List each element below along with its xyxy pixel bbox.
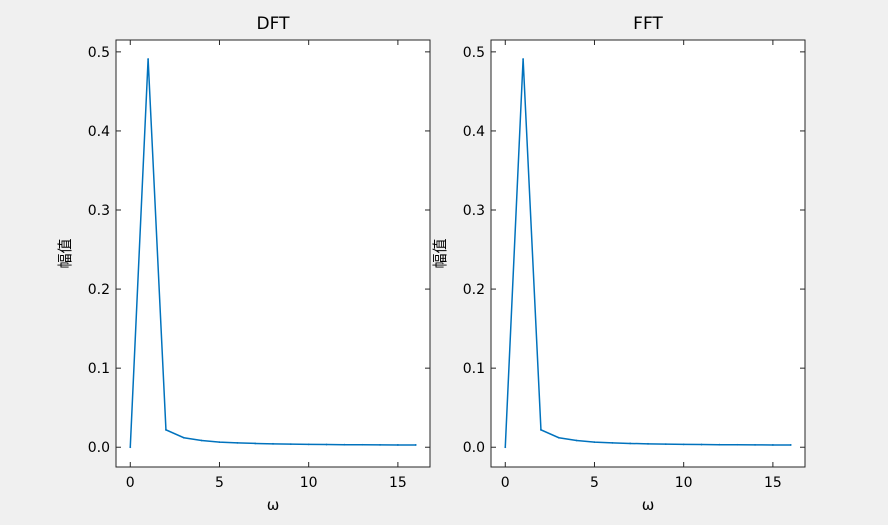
dft-data-point (361, 443, 364, 446)
dft-data-point (200, 439, 203, 442)
fft-data-point (754, 443, 756, 446)
fft-x-axis-label: ω (642, 496, 655, 514)
fft-x-tick-label: 0 (501, 475, 510, 491)
dft-y-axis-label: 幅值 (56, 238, 74, 268)
fft-data-point (789, 444, 792, 446)
dft-data-point (396, 444, 399, 446)
fft-x-tick-label: 15 (764, 475, 782, 491)
dft-x-tick-label: 5 (215, 475, 224, 491)
dft-data-point (414, 444, 417, 446)
fft-data-point (664, 443, 667, 446)
dft-data-point (236, 441, 239, 444)
dft-data-point (272, 442, 274, 445)
fft-x-tick-label: 10 (675, 475, 693, 491)
fft-y-tick-label: 0.0 (463, 440, 485, 456)
dft-x-axis-label: ω (267, 496, 280, 514)
dft-plot: DFT 0 5 10 15 0.0 0.1 0.2 0.3 0.4 0.5 ω 幅值 (56, 14, 431, 514)
dft-data-point (325, 443, 328, 446)
fft-data-point (771, 444, 774, 446)
dft-x-tick-label: 10 (300, 475, 318, 491)
fft-data-point (593, 441, 596, 443)
dft-y-tick-label: 0.5 (88, 45, 110, 61)
dft-data-point (147, 58, 150, 60)
fft-data-point (700, 443, 703, 446)
fft-y-tick-label: 0.3 (463, 203, 485, 219)
dft-y-tick-label: 0.3 (88, 203, 110, 219)
dft-data-point (182, 436, 185, 439)
fft-plot: FFT 0 5 10 15 0.0 0.1 0.2 0.3 0.4 0.5 ω 幅值 (431, 14, 806, 514)
dft-title: DFT (257, 14, 291, 34)
dft-data-point (165, 428, 167, 431)
dft-y-tick-label: 0.1 (88, 361, 110, 377)
dft-data-point (379, 443, 381, 446)
fft-y-tick-label: 0.4 (463, 124, 485, 140)
dft-data-point (307, 443, 310, 446)
dft-data-point (129, 446, 132, 449)
fft-axes-background (491, 40, 805, 467)
dft-data-point (289, 443, 292, 446)
dft-x-tick-label: 15 (389, 475, 407, 491)
fft-x-tick-label: 5 (590, 475, 599, 491)
dft-axes-background (116, 40, 430, 467)
dft-data-point (343, 443, 346, 446)
fft-data-point (504, 446, 507, 449)
fft-y-tick-label: 0.1 (463, 361, 485, 377)
fft-y-tick-label: 0.2 (463, 282, 485, 298)
dft-data-point (218, 441, 221, 443)
fft-title: FFT (633, 14, 663, 34)
fft-data-point (540, 428, 542, 431)
fft-data-point (718, 443, 721, 446)
fft-data-point (682, 443, 685, 446)
dft-y-tick-label: 0.2 (88, 282, 110, 298)
dft-y-tick-label: 0.4 (88, 124, 110, 140)
fft-data-point (611, 441, 614, 444)
dft-y-tick-label: 0.0 (88, 440, 110, 456)
fft-y-tick-label: 0.5 (463, 45, 485, 61)
dft-data-point (254, 442, 257, 445)
dft-axes-frame (115, 39, 431, 468)
fft-data-point (736, 443, 739, 446)
fft-data-point (557, 436, 560, 439)
fft-data-point (575, 439, 578, 442)
dft-x-tick-label: 0 (126, 475, 135, 491)
fft-data-point (522, 58, 525, 60)
fft-y-axis-label: 幅值 (431, 238, 449, 268)
fft-data-point (647, 442, 649, 445)
fft-data-point (629, 442, 632, 445)
fft-axes-frame (490, 39, 806, 468)
